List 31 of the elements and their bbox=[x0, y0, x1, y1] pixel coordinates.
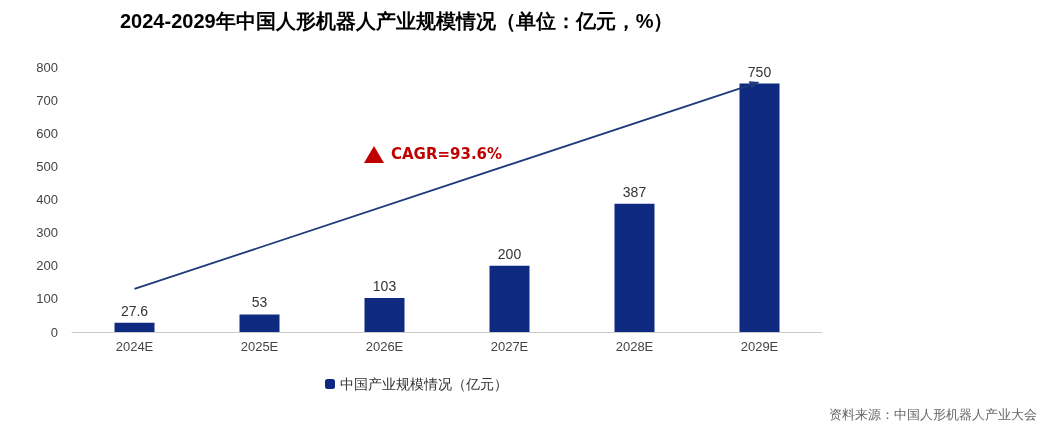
y-tick-label: 800 bbox=[36, 59, 58, 75]
y-tick-label: 300 bbox=[36, 225, 58, 241]
bar bbox=[614, 203, 655, 332]
bar bbox=[239, 314, 280, 332]
y-tick-label: 500 bbox=[36, 158, 58, 174]
y-tick-label: 400 bbox=[36, 192, 58, 207]
x-tick-label: 2025E bbox=[240, 339, 279, 354]
y-tick-label: 100 bbox=[36, 291, 58, 307]
text: 资料来源：中国人形机器人产业大会 bbox=[829, 406, 1037, 424]
chart-title: 2024-2029年中国人形机器人产业规模情况（单位：亿元，%） bbox=[120, 10, 674, 32]
x-tick-label: 2024E bbox=[115, 339, 154, 354]
data-label: 53 bbox=[251, 294, 268, 311]
y-tick-label: 200 bbox=[36, 258, 58, 274]
data-label: 387 bbox=[622, 183, 647, 200]
y-tick-label: 700 bbox=[36, 92, 58, 108]
y-tick-label: 600 bbox=[36, 125, 58, 141]
bar bbox=[364, 297, 405, 332]
x-tick-label: 2027E bbox=[490, 339, 529, 354]
data-label: 103 bbox=[372, 277, 397, 294]
data-label: 200 bbox=[497, 245, 522, 262]
data-label: 750 bbox=[747, 63, 772, 80]
bar bbox=[114, 322, 155, 332]
x-tick-label: 2028E bbox=[615, 339, 654, 354]
bar bbox=[739, 83, 780, 332]
legend-label: 中国产业规模情况（亿元） bbox=[340, 376, 508, 392]
bar bbox=[489, 265, 530, 332]
y-tick-label: 0 bbox=[50, 324, 58, 340]
x-tick-label: 2026E bbox=[365, 339, 404, 354]
data-label: 27.6 bbox=[120, 302, 149, 319]
annotation: CAGR=93.6% bbox=[391, 145, 503, 163]
x-tick-label: 2029E bbox=[740, 339, 779, 354]
